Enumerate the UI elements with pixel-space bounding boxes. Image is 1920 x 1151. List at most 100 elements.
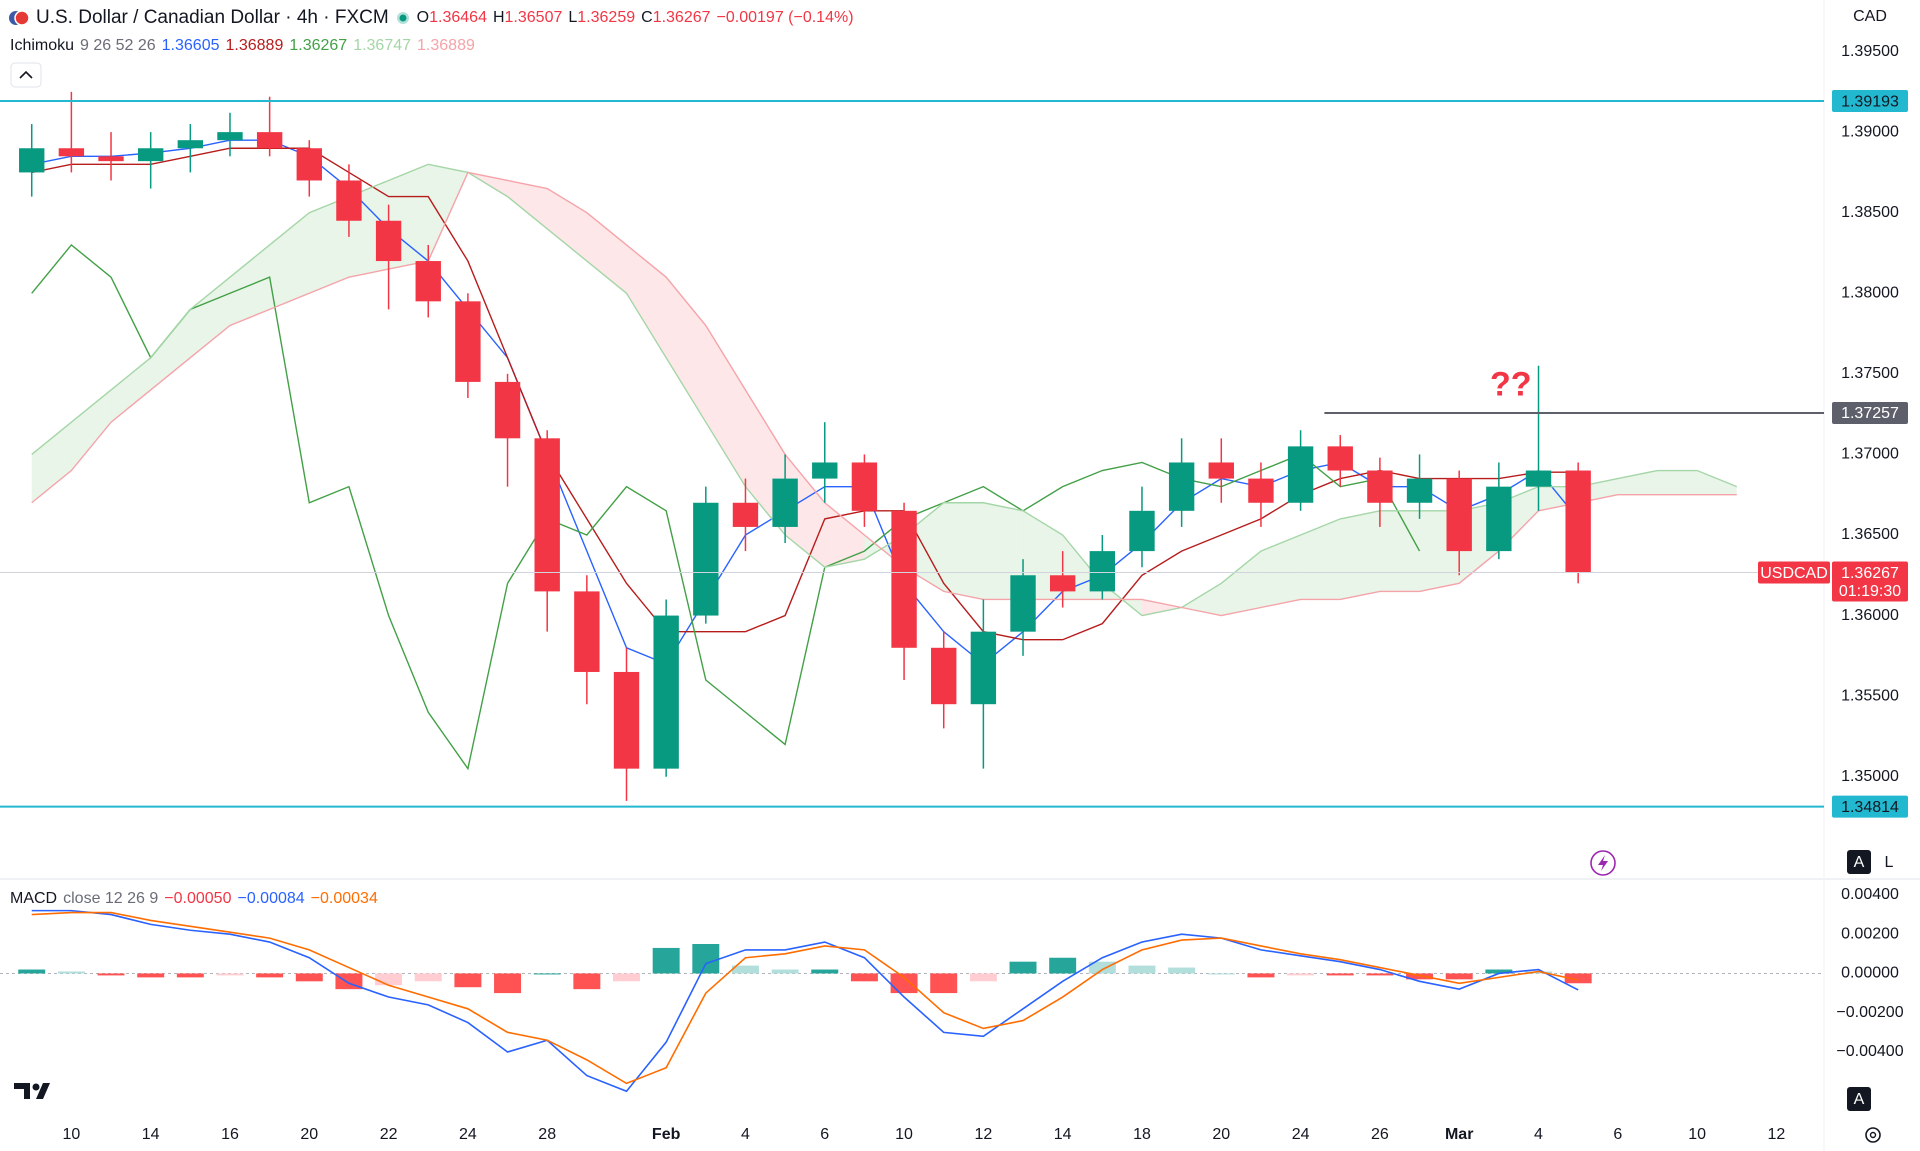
cloud-segment bbox=[1657, 470, 1698, 495]
auto-button[interactable] bbox=[1847, 1087, 1871, 1111]
level-label: 1.34814 bbox=[1841, 799, 1899, 816]
histogram-bar bbox=[652, 947, 680, 974]
log-label[interactable]: L bbox=[1885, 854, 1894, 871]
cloud-segment bbox=[150, 309, 191, 390]
histogram-bar bbox=[1445, 973, 1473, 980]
auto-label[interactable]: A bbox=[1854, 854, 1865, 871]
price-label: 1.36267 bbox=[1841, 565, 1899, 582]
ohlc-item: C1.36267 bbox=[641, 9, 710, 27]
currency-label: CAD bbox=[1853, 8, 1887, 25]
candle-body bbox=[1406, 478, 1433, 503]
alert-icon[interactable] bbox=[1590, 850, 1616, 876]
legend-value: −0.00034 bbox=[310, 890, 378, 907]
x-tick-label: 26 bbox=[1371, 1126, 1389, 1143]
auto-button[interactable] bbox=[1847, 850, 1871, 874]
x-tick-label: 20 bbox=[300, 1126, 318, 1143]
ohlc-key: H bbox=[492, 9, 505, 26]
ohlc-value: 1.36267 bbox=[652, 9, 711, 26]
candle-body bbox=[1049, 575, 1076, 592]
symbol-box bbox=[1758, 561, 1830, 584]
x-tick-label: 4 bbox=[1534, 1126, 1543, 1143]
candle-body bbox=[296, 148, 322, 181]
histogram-bar bbox=[176, 973, 204, 978]
histogram-bar bbox=[811, 969, 839, 974]
ichimoku-legend: Ichimoku 9 26 52 26 1.36605 1.36889 1.3626… bbox=[10, 35, 475, 57]
indicator-values: −0.00084 −0.00034 bbox=[237, 890, 377, 908]
histogram-bar bbox=[494, 973, 522, 994]
candle-body bbox=[534, 438, 560, 592]
histogram-bar bbox=[1049, 957, 1077, 974]
histogram-bar bbox=[1009, 961, 1037, 974]
cloud-segment bbox=[507, 180, 548, 229]
y-tick-label: 1.37000 bbox=[1841, 446, 1899, 463]
macd-line bbox=[31, 911, 1579, 1085]
indicator-params: close 12 26 9 bbox=[63, 890, 159, 907]
candle-body bbox=[574, 591, 600, 672]
candle-body bbox=[1089, 551, 1116, 592]
histogram-bar bbox=[1366, 973, 1394, 976]
histogram-bar bbox=[573, 973, 601, 990]
cloud-segment bbox=[1141, 599, 1182, 616]
x-tick-label: 20 bbox=[1212, 1126, 1230, 1143]
cloud-segment bbox=[31, 422, 72, 503]
level-label-box bbox=[1832, 90, 1908, 113]
button-box[interactable] bbox=[10, 62, 42, 88]
histogram-bar bbox=[18, 969, 46, 974]
candle-body bbox=[415, 261, 441, 302]
cloud-segment bbox=[71, 389, 112, 471]
x-tick-label: 6 bbox=[820, 1126, 829, 1143]
logo-part bbox=[36, 1083, 50, 1099]
candle-body bbox=[1367, 470, 1393, 503]
y-tick-label: 0.00000 bbox=[1841, 965, 1899, 982]
change: −0.00197 (−0.14%) bbox=[716, 9, 854, 26]
logo-part bbox=[32, 1083, 40, 1091]
symbol-title: U.S. Dollar / Canadian Dollar · 4h · FXC… bbox=[36, 7, 389, 28]
candle-body bbox=[812, 462, 838, 479]
flag-ca bbox=[14, 10, 30, 26]
ohlc-value: 1.36259 bbox=[577, 9, 636, 26]
candle-body bbox=[653, 615, 679, 769]
candle-body bbox=[1129, 510, 1155, 552]
candle-body bbox=[891, 510, 917, 648]
x-tick-label: 10 bbox=[1688, 1126, 1706, 1143]
cloud-segment bbox=[705, 325, 746, 487]
ohlc-key: O bbox=[416, 9, 430, 26]
ichimoku-line bbox=[31, 147, 1579, 641]
legend-value: 1.36605 bbox=[161, 37, 220, 54]
macd-legend: MACD close 12 26 9 −0.00050 −0.00084 −0.0… bbox=[10, 888, 378, 910]
histogram-bar bbox=[454, 973, 482, 988]
histogram-bar bbox=[930, 973, 958, 994]
candle-body bbox=[336, 180, 362, 221]
ohlc-item: H1.36507 bbox=[493, 9, 562, 27]
y-tick-label: 1.35000 bbox=[1841, 768, 1899, 785]
symbol-label: USDCAD bbox=[1760, 565, 1828, 582]
ichimoku-line bbox=[31, 171, 1737, 617]
y-tick-label: 1.38500 bbox=[1841, 204, 1899, 221]
histogram-bar bbox=[533, 973, 561, 975]
candle-body bbox=[613, 671, 640, 769]
candle-body bbox=[177, 140, 204, 149]
histogram-bar bbox=[1128, 965, 1156, 974]
ohlc-key: L bbox=[568, 9, 578, 26]
settings-icon[interactable] bbox=[1865, 1127, 1881, 1143]
candle-body bbox=[217, 132, 243, 141]
level-label: 1.37257 bbox=[1841, 405, 1899, 422]
candle-body bbox=[19, 148, 45, 173]
cloud-segment bbox=[190, 277, 230, 358]
candle-body bbox=[58, 148, 85, 157]
x-tick-label: 10 bbox=[895, 1126, 913, 1143]
cloud-segment bbox=[1221, 551, 1261, 616]
x-tick-label: 18 bbox=[1133, 1126, 1151, 1143]
flag-icon bbox=[9, 10, 30, 26]
candle-body bbox=[693, 502, 719, 616]
candle-body bbox=[1446, 478, 1472, 552]
collapse-button[interactable] bbox=[10, 62, 42, 88]
gear[interactable] bbox=[1865, 1127, 1881, 1143]
ohlc-item: L1.36259 bbox=[568, 9, 635, 27]
auto-label[interactable]: A bbox=[1854, 1091, 1865, 1108]
symbol-header: U.S. Dollar / Canadian Dollar · 4h · FXC… bbox=[8, 5, 854, 31]
ohlc-value: 1.36464 bbox=[429, 9, 487, 26]
histogram-value: −0.00050 bbox=[164, 890, 232, 907]
legend-value: 1.36747 bbox=[353, 37, 412, 54]
cloud-segment bbox=[666, 277, 706, 423]
